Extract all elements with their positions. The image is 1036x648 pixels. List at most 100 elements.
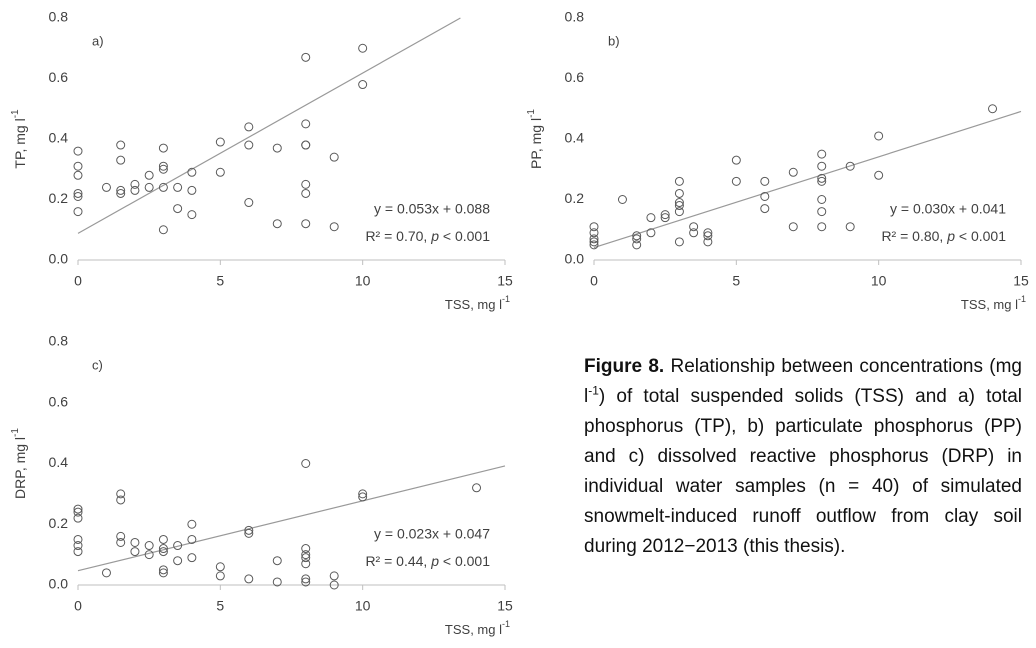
data-point xyxy=(674,201,684,211)
y-axis-label: TP, mg l-1 xyxy=(10,109,28,169)
y-tick-label: 0.2 xyxy=(565,190,585,206)
data-point xyxy=(116,531,126,541)
data-point xyxy=(244,140,254,150)
data-point xyxy=(874,170,884,180)
data-point xyxy=(158,534,168,544)
data-point xyxy=(116,188,126,198)
trend-equation: y = 0.023x + 0.047 xyxy=(374,526,490,542)
data-point xyxy=(244,198,254,208)
x-tick-label: 0 xyxy=(74,273,82,289)
y-tick-label: 0.2 xyxy=(49,515,69,531)
panel-label: b) xyxy=(608,33,620,48)
trend-r2-part: p xyxy=(430,553,439,569)
data-point xyxy=(301,52,311,62)
data-point xyxy=(101,182,111,192)
data-point xyxy=(272,577,282,587)
data-point xyxy=(845,161,855,171)
trend-r2: R² = 0.44, p < 0.001 xyxy=(365,553,490,569)
data-point xyxy=(144,541,154,551)
data-point xyxy=(874,131,884,141)
data-point xyxy=(144,182,154,192)
data-point xyxy=(589,234,599,244)
x-axis-label-text: TSS, mg l xyxy=(961,297,1018,312)
trend-r2-part: R² = 0.70, xyxy=(365,228,431,244)
data-point xyxy=(703,231,713,241)
y-axis-label-text: DRP, mg l xyxy=(12,437,28,499)
data-point xyxy=(158,182,168,192)
x-tick-label: 5 xyxy=(732,273,740,289)
trend-r2-part: R² = 0.80, xyxy=(881,228,947,244)
data-point xyxy=(144,550,154,560)
x-tick-label: 0 xyxy=(590,273,598,289)
x-tick-label: 5 xyxy=(216,273,224,289)
data-point xyxy=(472,483,482,493)
data-point xyxy=(158,164,168,174)
data-point xyxy=(272,143,282,153)
y-tick-label: 0.2 xyxy=(49,190,69,206)
data-point xyxy=(173,541,183,551)
x-tick-label: 5 xyxy=(216,598,224,614)
y-tick-label: 0.0 xyxy=(49,251,69,267)
data-point xyxy=(144,170,154,180)
x-axis-label-text: TSS, mg l xyxy=(445,622,502,637)
data-point xyxy=(329,580,339,590)
x-tick-label: 10 xyxy=(355,273,371,289)
trend-r2-part: < 0.001 xyxy=(439,228,490,244)
x-axis-label: TSS, mg l-1 xyxy=(961,294,1026,312)
data-point xyxy=(173,204,183,214)
x-tick-label: 10 xyxy=(355,598,371,614)
data-point xyxy=(158,544,168,554)
x-axis-label: TSS, mg l-1 xyxy=(445,619,510,637)
data-point xyxy=(674,176,684,186)
data-point xyxy=(817,195,827,204)
data-point xyxy=(674,188,684,198)
data-point xyxy=(817,149,827,159)
data-point xyxy=(845,222,855,232)
data-point xyxy=(760,191,770,201)
data-point xyxy=(703,228,713,238)
data-point xyxy=(301,574,311,584)
data-point xyxy=(173,556,183,566)
data-point xyxy=(158,568,168,578)
data-point xyxy=(674,198,684,208)
x-axis-label-sup: -1 xyxy=(502,619,510,629)
y-axis-label-text: PP, mg l xyxy=(528,118,544,169)
y-axis-label-text: TP, mg l xyxy=(12,118,28,168)
caption-superscript: -1 xyxy=(588,383,599,398)
x-axis-label-sup: -1 xyxy=(1018,294,1026,304)
data-point xyxy=(187,519,197,529)
data-point xyxy=(674,207,684,217)
data-point xyxy=(215,137,225,147)
x-tick-label: 10 xyxy=(871,273,887,289)
x-tick-label: 15 xyxy=(497,598,513,614)
data-point xyxy=(731,155,741,165)
data-point xyxy=(244,525,254,535)
data-point xyxy=(244,528,254,538)
caption-text: Relationship between concentrations (mg … xyxy=(584,356,1022,557)
y-tick-label: 0.0 xyxy=(49,576,69,592)
data-point xyxy=(73,513,83,523)
trend-equation: y = 0.030x + 0.041 xyxy=(890,201,1006,217)
y-tick-label: 0.4 xyxy=(565,130,585,146)
data-point xyxy=(660,210,670,220)
data-point xyxy=(301,140,311,150)
y-tick-label: 0.8 xyxy=(49,9,69,25)
data-point xyxy=(73,161,83,171)
data-point xyxy=(731,176,741,186)
data-point xyxy=(301,559,311,569)
data-point xyxy=(130,547,140,557)
trend-r2-part: < 0.001 xyxy=(439,553,490,569)
data-point xyxy=(244,574,254,584)
data-point xyxy=(329,152,339,162)
trend-r2: R² = 0.70, p < 0.001 xyxy=(365,228,490,244)
caption-segment: ) of total suspended solids (TSS) and a)… xyxy=(584,386,1022,557)
data-point xyxy=(760,176,770,186)
trendline xyxy=(77,465,506,572)
data-point xyxy=(988,104,998,114)
data-point xyxy=(73,541,83,551)
trend-equation: y = 0.053x + 0.088 xyxy=(374,201,490,217)
data-point xyxy=(215,571,225,581)
caption-segment: Relationship between concentrations (mg … xyxy=(584,356,1022,407)
data-point xyxy=(632,231,642,241)
